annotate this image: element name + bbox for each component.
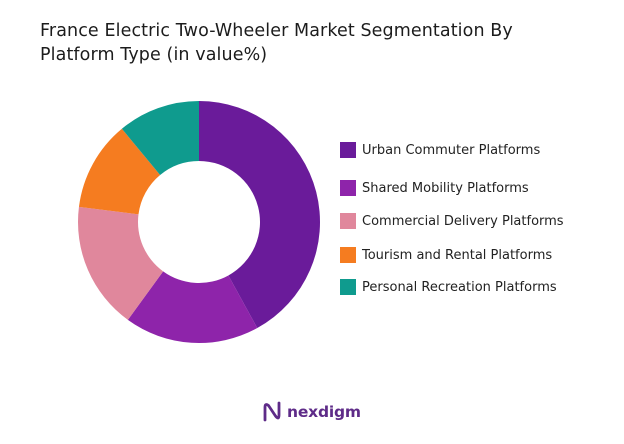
- legend-label-urban-commuter: Urban Commuter Platforms: [362, 142, 541, 158]
- nexdigm-logo-icon: [263, 401, 281, 422]
- legend-label-commercial-delivery: Commercial Delivery Platforms: [362, 213, 564, 229]
- legend-item-tourism-rental: Tourism and Rental Platforms: [340, 247, 552, 263]
- donut-slice-urban-commuter-platforms: [199, 101, 321, 329]
- legend-swatch-commercial-delivery: [340, 213, 356, 229]
- legend-item-shared-mobility: Shared Mobility Platforms: [340, 180, 529, 196]
- legend-swatch-urban-commuter: [340, 142, 356, 158]
- legend-label-shared-mobility: Shared Mobility Platforms: [362, 180, 529, 196]
- chart-title-line-1: France Electric Two-Wheeler Market Segme…: [40, 21, 513, 41]
- legend-item-personal-recreation: Personal Recreation Platforms: [340, 279, 557, 295]
- legend-swatch-tourism-rental: [340, 247, 356, 263]
- donut-slice-personal-recreation-platforms: [121, 101, 199, 175]
- donut-slice-shared-mobility-platforms: [127, 271, 258, 343]
- legend-item-commercial-delivery: Commercial Delivery Platforms: [340, 213, 564, 229]
- legend-swatch-shared-mobility: [340, 180, 356, 196]
- chart-title-line-2: Platform Type (in value%): [40, 45, 268, 65]
- legend-swatch-personal-recreation: [340, 279, 356, 295]
- legend-label-personal-recreation: Personal Recreation Platforms: [362, 279, 557, 295]
- legend-item-urban-commuter: Urban Commuter Platforms: [340, 142, 540, 158]
- donut-slice-commercial-delivery-platforms: [78, 206, 164, 320]
- chart-title: France Electric Two-Wheeler Market Segme…: [40, 19, 600, 67]
- brand-logo: nexdigm: [262, 400, 361, 424]
- brand-name: nexdigm: [287, 403, 361, 421]
- legend-label-tourism-rental: Tourism and Rental Platforms: [362, 247, 553, 263]
- donut-slice-tourism-and-rental-platforms: [78, 128, 161, 215]
